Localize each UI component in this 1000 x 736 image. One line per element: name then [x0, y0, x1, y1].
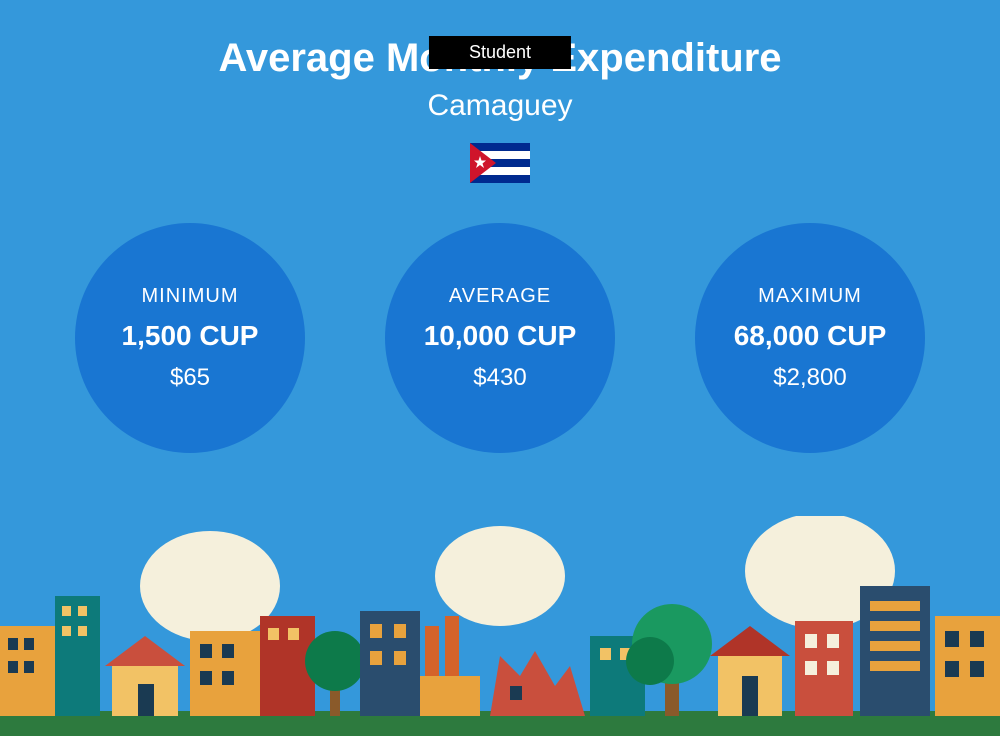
cuba-flag-icon [470, 143, 530, 183]
cityscape-illustration [0, 516, 1000, 736]
stat-label: AVERAGE [449, 285, 551, 308]
maximum-stat-circle: MAXIMUM 68,000 CUP $2,800 [695, 223, 925, 453]
stat-value: 1,500 CUP [122, 320, 259, 352]
stat-usd: $2,800 [773, 364, 846, 392]
stat-label: MINIMUM [142, 285, 239, 308]
location-subtitle: Camaguey [0, 89, 1000, 123]
stat-value: 10,000 CUP [424, 320, 577, 352]
minimum-stat-circle: MINIMUM 1,500 CUP $65 [75, 223, 305, 453]
stats-row: MINIMUM 1,500 CUP $65 AVERAGE 10,000 CUP… [0, 223, 1000, 453]
stat-usd: $65 [170, 364, 210, 392]
category-badge: Student [429, 36, 571, 69]
average-stat-circle: AVERAGE 10,000 CUP $430 [385, 223, 615, 453]
stat-label: MAXIMUM [758, 285, 862, 308]
stat-usd: $430 [473, 364, 526, 392]
stat-value: 68,000 CUP [734, 320, 887, 352]
